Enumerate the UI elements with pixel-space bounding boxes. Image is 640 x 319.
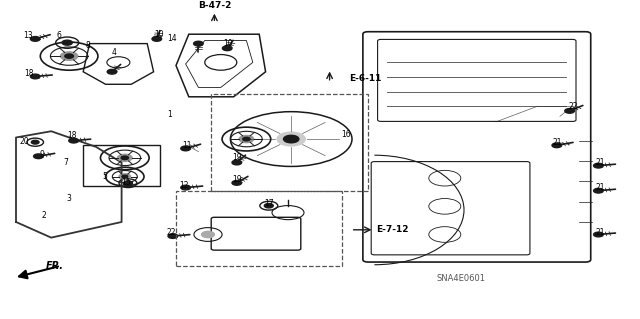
Text: E-7-12: E-7-12 [376,225,409,234]
Circle shape [31,140,39,144]
Circle shape [552,143,562,148]
Circle shape [168,234,178,238]
Text: E-6-11: E-6-11 [349,74,381,83]
Text: 19: 19 [232,153,242,162]
Text: 5: 5 [102,172,107,181]
Circle shape [122,175,128,178]
Text: 21: 21 [596,183,605,192]
Text: 14: 14 [166,34,177,43]
Circle shape [180,146,191,151]
Circle shape [118,154,132,161]
Circle shape [152,37,162,41]
Text: 9: 9 [39,150,44,159]
Circle shape [243,137,250,141]
Circle shape [65,54,74,58]
Text: 11: 11 [182,141,191,150]
Text: 22: 22 [568,102,577,111]
Text: 1: 1 [167,109,172,119]
Circle shape [62,40,72,45]
Text: 18: 18 [24,69,33,78]
Text: 20: 20 [19,137,29,146]
Text: 7: 7 [63,158,68,167]
Circle shape [594,163,604,168]
Circle shape [31,74,40,79]
Circle shape [264,204,273,208]
Circle shape [193,41,204,46]
Circle shape [223,46,232,51]
Text: 8: 8 [86,41,91,50]
Text: 4: 4 [111,48,116,57]
Text: 13: 13 [23,31,33,40]
Circle shape [594,232,604,237]
Text: 3: 3 [67,194,72,203]
Text: 19: 19 [232,175,242,184]
Circle shape [232,181,242,185]
Circle shape [34,154,43,159]
Circle shape [124,181,132,185]
Text: 10: 10 [154,30,164,39]
Text: 17: 17 [264,199,274,208]
Circle shape [61,52,78,60]
Circle shape [202,231,214,238]
Text: 10: 10 [223,39,233,48]
Text: FR.: FR. [46,262,64,271]
Circle shape [232,160,242,165]
Circle shape [31,37,40,41]
Text: 21: 21 [552,138,561,147]
Text: 18: 18 [67,131,76,140]
Text: 21: 21 [596,228,605,237]
Text: 2: 2 [41,211,46,220]
Text: SNA4E0601: SNA4E0601 [436,274,485,283]
Text: 16: 16 [340,130,351,139]
Circle shape [108,70,116,74]
Circle shape [284,135,299,143]
Circle shape [277,132,305,146]
Text: 15: 15 [121,178,131,187]
Circle shape [594,188,604,193]
Circle shape [565,108,575,113]
Circle shape [69,138,79,143]
Text: 6: 6 [56,31,61,40]
Circle shape [119,174,131,179]
Circle shape [121,156,129,160]
Circle shape [239,136,253,143]
Text: 22: 22 [167,228,176,237]
Text: 21: 21 [596,158,605,167]
Text: B-47-2: B-47-2 [198,1,231,10]
Circle shape [180,185,191,190]
Text: 12: 12 [180,182,189,190]
